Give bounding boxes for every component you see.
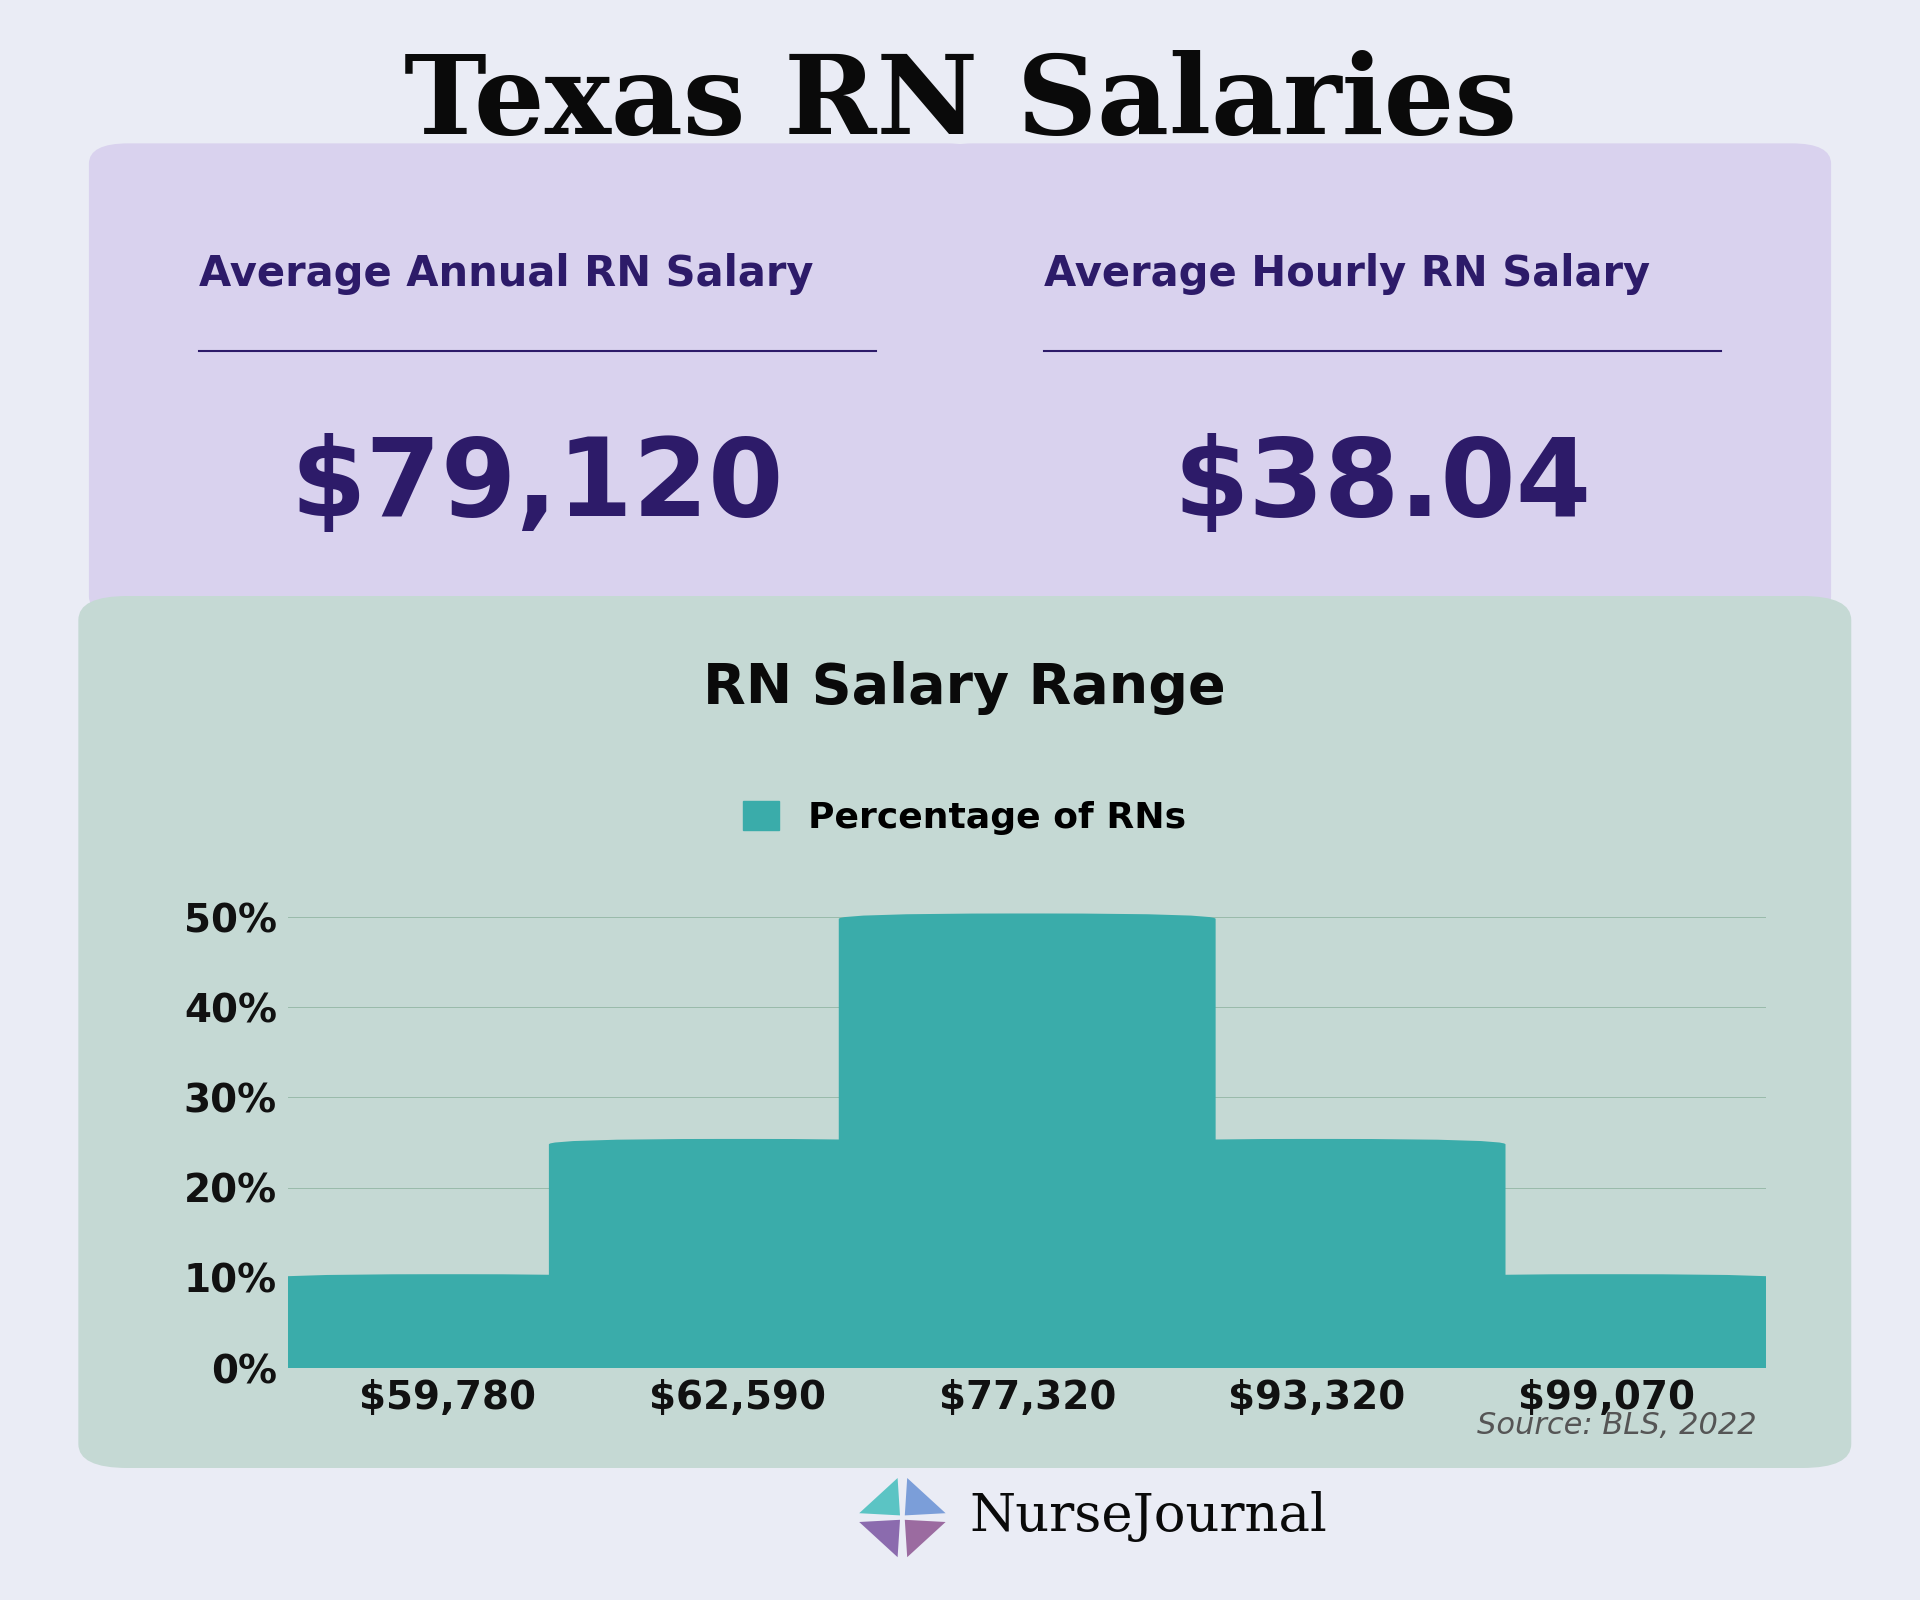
Bar [1242,1142,1392,1368]
PathPatch shape [904,1520,945,1557]
FancyBboxPatch shape [933,144,1832,616]
Text: Source: BLS, 2022: Source: BLS, 2022 [1476,1411,1757,1440]
FancyBboxPatch shape [259,1274,636,1371]
Text: Texas RN Salaries: Texas RN Salaries [403,51,1517,157]
PathPatch shape [904,1478,945,1515]
PathPatch shape [858,1478,900,1515]
Legend: Percentage of RNs: Percentage of RNs [730,786,1200,850]
Text: $79,120: $79,120 [290,434,785,539]
Text: Average Hourly RN Salary: Average Hourly RN Salary [1044,253,1649,294]
Text: Average Annual RN Salary: Average Annual RN Salary [200,253,814,294]
Bar [952,917,1102,1368]
Bar [662,1142,812,1368]
PathPatch shape [858,1520,900,1557]
FancyBboxPatch shape [1419,1274,1795,1371]
Text: NurseJournal: NurseJournal [970,1491,1327,1542]
FancyBboxPatch shape [88,144,987,616]
FancyBboxPatch shape [79,595,1851,1469]
Bar [1532,1278,1682,1368]
Text: $38.04: $38.04 [1173,434,1592,539]
FancyBboxPatch shape [549,1139,925,1371]
Bar [372,1278,522,1368]
Text: RN Salary Range: RN Salary Range [703,661,1227,715]
FancyBboxPatch shape [839,914,1215,1371]
FancyBboxPatch shape [1129,1139,1505,1371]
